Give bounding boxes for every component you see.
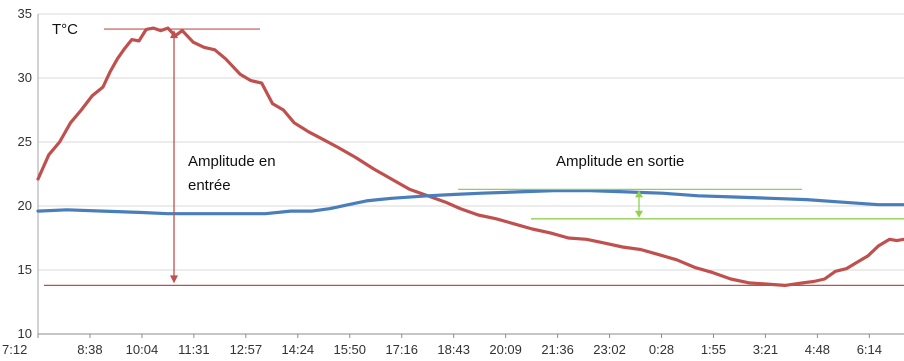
y-tick-label: 20 — [18, 198, 32, 213]
x-tick-label: 8:38 — [77, 342, 102, 357]
series-line-red — [36, 26, 904, 287]
x-tick-label: 11:31 — [178, 342, 210, 357]
exit-amplitude-arrowhead-bottom — [635, 210, 643, 218]
entry-amplitude-label-line2: entrée — [188, 177, 231, 194]
x-tick-label: 12:57 — [230, 342, 263, 357]
x-tick-label: 4:48 — [805, 342, 830, 357]
x-tick-label: 21:36 — [541, 342, 574, 357]
x-tick-label: 18:43 — [437, 342, 470, 357]
entry-amplitude-label-line1: Amplitude en — [188, 153, 276, 170]
x-tick-label: 0:28 — [649, 342, 674, 357]
x-tick-label: 15:50 — [333, 342, 366, 357]
series-line-blue — [36, 189, 904, 216]
y-tick-label: 15 — [18, 262, 32, 277]
x-tick-label: 7:12 — [2, 342, 27, 357]
y-tick-labels: 10 15 20 25 30 35 — [18, 6, 32, 341]
ylabel-text: T°C — [52, 21, 78, 38]
x-tick-label: 23:02 — [593, 342, 626, 357]
x-tick-label: 20:09 — [489, 342, 522, 357]
x-tick-label: 6:14 — [857, 342, 882, 357]
y-tick-label: 10 — [18, 326, 32, 341]
series-lines — [36, 26, 904, 287]
y-tick-label: 30 — [18, 70, 32, 85]
x-tick-labels: 7:12 8:38 10:04 11:31 12:57 14:24 15:50 17:16 18… — [2, 342, 882, 357]
exit-amplitude-label: Amplitude en sortie — [556, 153, 684, 170]
x-tick-label: 10:04 — [126, 342, 159, 357]
y-tick-label: 35 — [18, 6, 32, 21]
entry-amplitude-arrowhead-bottom — [170, 275, 178, 284]
x-tick-label: 1:55 — [701, 342, 726, 357]
entry-amplitude-arrowhead-top — [170, 30, 178, 39]
annotations: T°C Amplitude en entrée Amplitude en sor… — [44, 21, 904, 286]
x-tick-label: 14:24 — [282, 342, 315, 357]
exit-amplitude-arrowhead-top — [635, 190, 643, 198]
y-tick-label: 25 — [18, 134, 32, 149]
axes — [37, 14, 904, 338]
grid — [38, 13, 904, 271]
x-tick-label: 3:21 — [753, 342, 778, 357]
x-tick-label: 17:16 — [385, 342, 418, 357]
